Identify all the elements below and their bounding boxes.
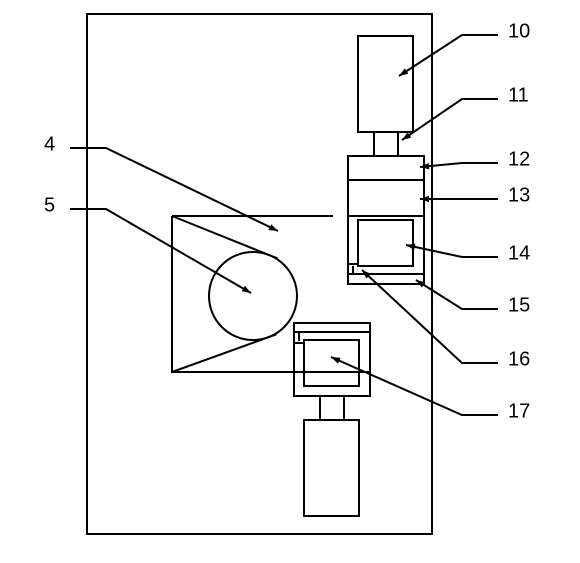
label-14: 14 [508,242,530,264]
upper-bridge-mid [348,180,424,216]
inner-open-box [172,216,333,372]
leader-4 [70,148,278,231]
lower-foot-bar [294,323,370,332]
callout-12: 12 [420,148,530,170]
label-16: 16 [508,348,530,370]
callout-10: 10 [399,20,530,76]
leader-15 [416,280,498,309]
arrowhead-4 [269,224,278,231]
leader-14 [406,245,498,257]
label-12: 12 [508,148,530,170]
label-11: 11 [508,84,529,106]
lower-motor-body [304,420,359,516]
callout-15: 15 [416,280,530,316]
arrowhead-17 [331,357,341,364]
callout-11: 11 [402,84,529,140]
upper-motor-shaft [374,132,398,156]
upper-foot-bar [348,274,424,284]
arrowhead-5 [242,286,251,293]
arrowhead-10 [399,68,408,76]
label-17: 17 [508,400,530,422]
roller-circle [209,252,297,340]
upper-motor-body [358,36,413,132]
label-15: 15 [508,294,530,316]
label-4: 4 [44,133,55,155]
lower-inner-box [304,340,359,386]
callout-13: 13 [420,184,530,206]
leader-11 [402,99,498,140]
upper-inner-box [358,220,413,266]
leader-5 [70,209,251,293]
lower-motor-shaft [320,396,344,420]
upper-bridge-top [348,156,424,180]
label-13: 13 [508,184,530,206]
callout-5: 5 [44,194,251,293]
callout-17: 17 [331,357,530,422]
label-10: 10 [508,20,530,42]
label-5: 5 [44,194,55,216]
callout-16: 16 [362,270,530,370]
v-line-bottom [172,334,276,372]
